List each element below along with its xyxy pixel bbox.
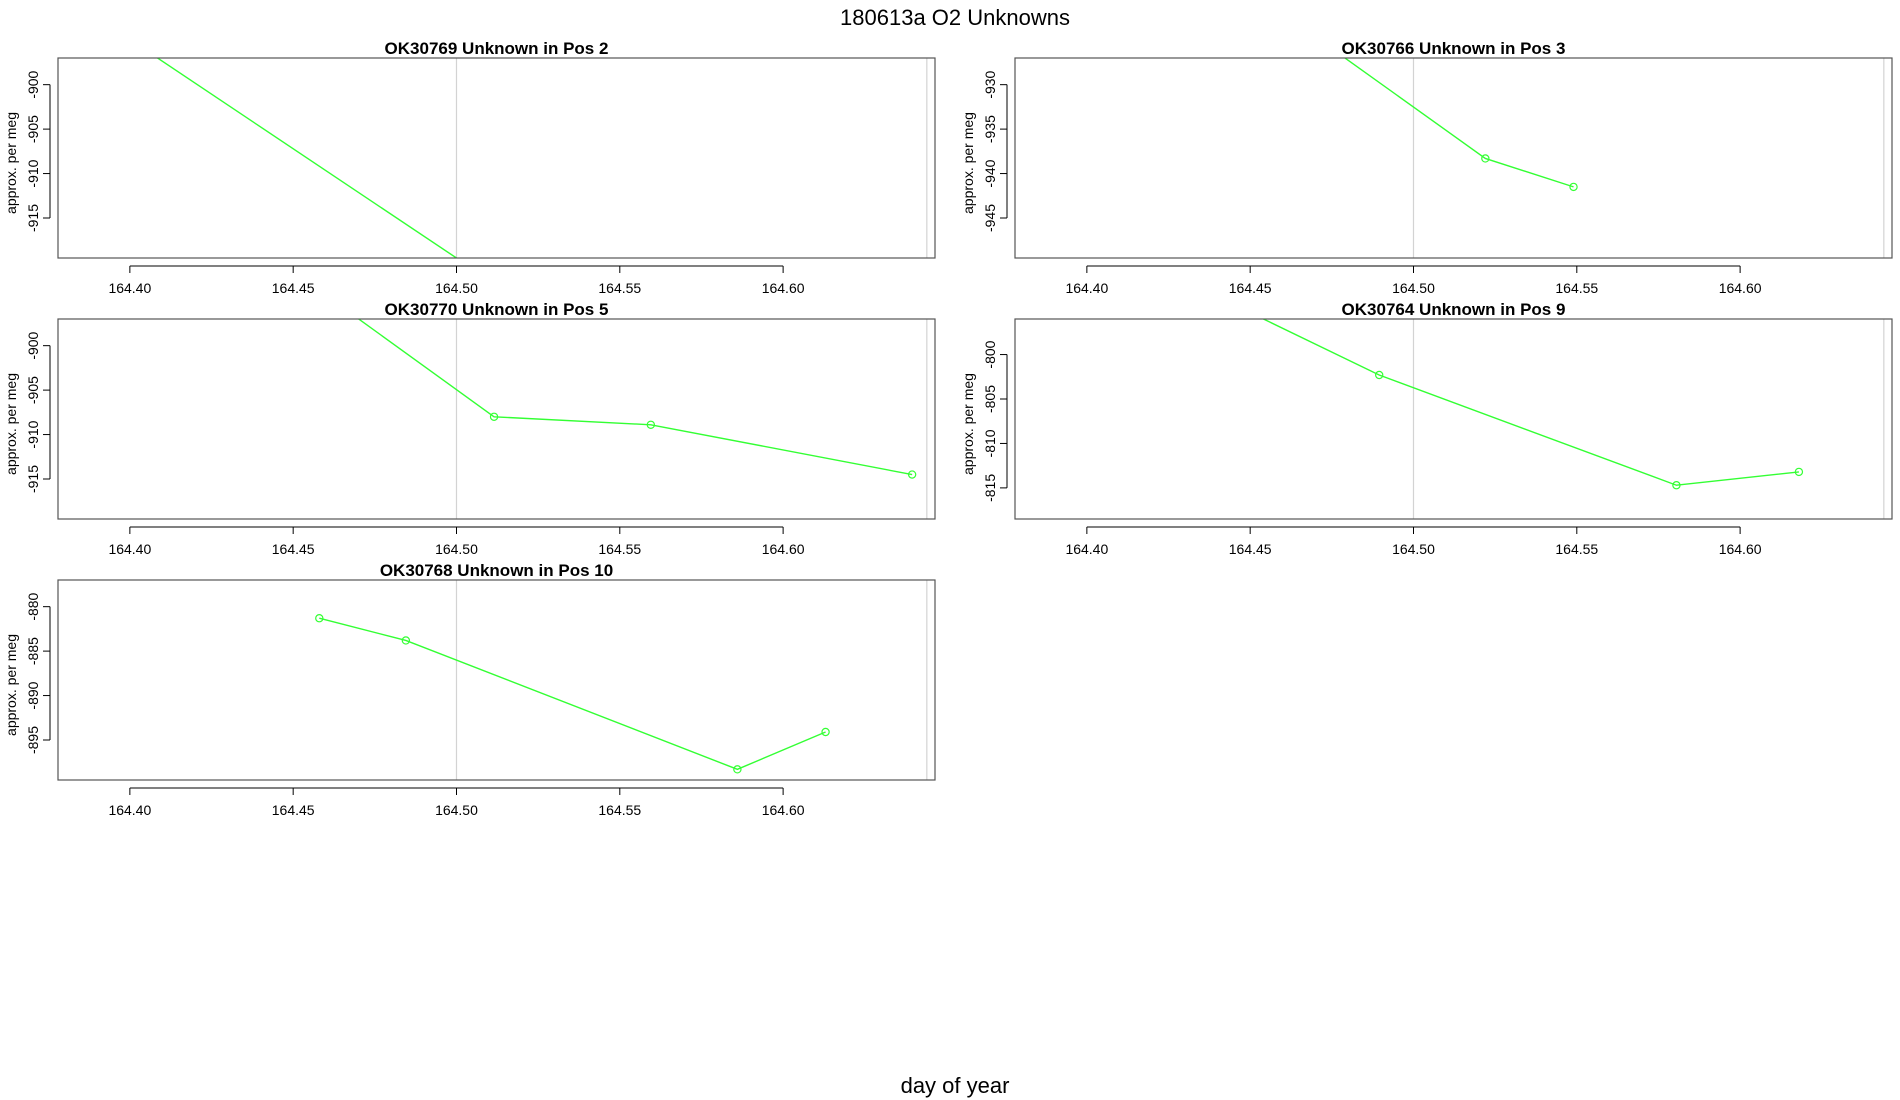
x-tick-label: 164.55 xyxy=(1555,280,1598,296)
panel-title: OK30766 Unknown in Pos 3 xyxy=(1342,39,1566,58)
data-point xyxy=(1672,481,1681,490)
data-point xyxy=(733,765,742,774)
x-tick-label: 164.50 xyxy=(435,802,478,818)
panel-title: OK30769 Unknown in Pos 2 xyxy=(385,39,609,58)
y-tick-label: -910 xyxy=(25,159,41,187)
x-tick-label: 164.40 xyxy=(108,802,151,818)
x-tick-label: 164.55 xyxy=(598,541,641,557)
y-tick-label: -915 xyxy=(25,204,41,232)
data-point xyxy=(907,470,917,479)
x-tick-label: 164.60 xyxy=(1719,280,1762,296)
y-axis-label: approx. per meg xyxy=(960,373,976,475)
panel-2: OK30766 Unknown in Pos 3 164.40 164.45 164.… xyxy=(960,39,1893,296)
x-tick-label: 164.50 xyxy=(1392,280,1435,296)
panel-frame xyxy=(57,579,936,781)
x-tick-label: 164.40 xyxy=(1065,541,1108,557)
y-tick-label: -895 xyxy=(25,726,41,754)
x-tick-label: 164.60 xyxy=(762,280,805,296)
x-tick-label: 164.50 xyxy=(435,541,478,557)
y-axis-label: approx. per meg xyxy=(3,112,19,214)
panel-frame xyxy=(1014,57,1893,259)
data-point xyxy=(401,636,411,645)
series-line xyxy=(319,617,826,771)
x-tick-label: 164.45 xyxy=(272,280,315,296)
y-tick-label: -900 xyxy=(25,70,41,98)
y-tick-label: -885 xyxy=(25,637,41,665)
y-axis-label: approx. per meg xyxy=(3,373,19,475)
series-line xyxy=(1261,319,1799,486)
y-tick-label: -890 xyxy=(25,681,41,709)
y-tick-label: -905 xyxy=(25,376,41,404)
x-tick-label: 164.60 xyxy=(762,802,805,818)
y-axis-label: approx. per meg xyxy=(3,634,19,736)
panel-5: OK30768 Unknown in Pos 10 164.40 164.45 164… xyxy=(3,561,936,818)
panel-frame xyxy=(57,318,936,520)
y-tick-label: -805 xyxy=(982,385,998,413)
data-layer xyxy=(315,614,830,774)
x-tick-label: 164.60 xyxy=(1719,541,1762,557)
x-tick-label: 164.55 xyxy=(598,280,641,296)
y-tick-label: -940 xyxy=(982,159,998,187)
panel-title: OK30768 Unknown in Pos 10 xyxy=(380,561,613,580)
y-tick-label: -800 xyxy=(982,340,998,368)
panel-title: OK30770 Unknown in Pos 5 xyxy=(385,300,609,319)
series-line xyxy=(156,58,457,258)
x-tick-label: 164.40 xyxy=(1065,280,1108,296)
x-tick-label: 164.60 xyxy=(762,541,805,557)
y-tick-label: -900 xyxy=(25,331,41,359)
data-point xyxy=(315,614,324,623)
y-tick-label: -910 xyxy=(25,420,41,448)
x-tick-label: 164.50 xyxy=(435,280,478,296)
x-tick-label: 164.40 xyxy=(108,280,151,296)
data-layer xyxy=(357,319,917,479)
data-layer xyxy=(156,58,457,258)
panel-3: OK30770 Unknown in Pos 5 164.40 164.45 164.… xyxy=(3,300,936,557)
x-tick-label: 164.40 xyxy=(108,541,151,557)
x-tick-label: 164.55 xyxy=(1555,541,1598,557)
y-tick-label: -880 xyxy=(25,592,41,620)
panels: OK30769 Unknown in Pos 2 164.40 164.45 164.… xyxy=(3,39,1893,818)
y-tick-label: -815 xyxy=(982,474,998,502)
x-tick-label: 164.45 xyxy=(272,802,315,818)
data-point xyxy=(646,420,656,429)
panel-title: OK30764 Unknown in Pos 9 xyxy=(1342,300,1566,319)
x-tick-label: 164.50 xyxy=(1392,541,1435,557)
panel-frame xyxy=(1014,318,1893,520)
data-point xyxy=(1481,154,1490,163)
y-tick-label: -905 xyxy=(25,115,41,143)
series-line xyxy=(1343,58,1574,188)
y-tick-label: -945 xyxy=(982,204,998,232)
y-tick-label: -915 xyxy=(25,465,41,493)
data-point xyxy=(489,412,499,421)
x-tick-label: 164.45 xyxy=(1229,280,1272,296)
y-tick-label: -935 xyxy=(982,115,998,143)
y-axis-label: approx. per meg xyxy=(960,112,976,214)
data-layer xyxy=(1261,319,1804,490)
panel-4: OK30764 Unknown in Pos 9 164.40 164.45 164.… xyxy=(960,300,1893,557)
figure-xlabel: day of year xyxy=(901,1073,1010,1098)
x-tick-label: 164.45 xyxy=(272,541,315,557)
figure-title: 180613a O2 Unknowns xyxy=(840,5,1070,30)
y-tick-label: -810 xyxy=(982,429,998,457)
data-point xyxy=(1569,182,1578,192)
data-point xyxy=(1794,467,1804,477)
y-tick-label: -930 xyxy=(982,70,998,98)
data-layer xyxy=(1343,58,1578,192)
panel-1: OK30769 Unknown in Pos 2 164.40 164.45 164.… xyxy=(3,39,936,296)
series-line xyxy=(357,319,913,476)
data-point xyxy=(821,727,830,737)
x-tick-label: 164.45 xyxy=(1229,541,1272,557)
data-point xyxy=(1374,370,1384,380)
x-tick-label: 164.55 xyxy=(598,802,641,818)
panel-frame xyxy=(57,57,936,259)
